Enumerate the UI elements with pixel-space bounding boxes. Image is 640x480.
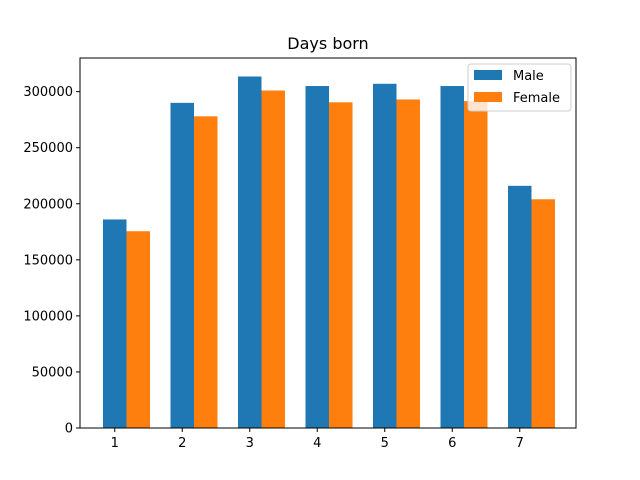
y-tick-label-250000: 250000: [23, 141, 73, 156]
x-axis: 1 2 3 4 5 6 7: [111, 428, 524, 451]
bar-female-7: [531, 199, 555, 428]
bars-group: [103, 76, 555, 429]
legend-label-male: Male: [513, 69, 544, 84]
bar-female-4: [329, 102, 353, 429]
x-tick-label-2: 2: [178, 436, 186, 451]
x-tick-label-4: 4: [313, 436, 321, 451]
bar-male-5: [373, 83, 397, 429]
y-tick-label-300000: 300000: [23, 85, 73, 100]
plot-frame: [79, 57, 577, 429]
bar-female-6: [464, 101, 488, 429]
y-axis: 0 50000 100000 150000 200000 250000 300000: [23, 85, 80, 437]
bar-male-4: [305, 86, 329, 428]
bar-male-7: [508, 185, 532, 428]
x-tick-label-3: 3: [246, 436, 254, 451]
bar-male-6: [440, 86, 464, 428]
y-tick-label-0: 0: [65, 422, 73, 437]
bar-female-1: [126, 231, 150, 428]
x-tick-label-7: 7: [516, 436, 524, 451]
bar-female-5: [396, 99, 420, 428]
bar-male-2: [170, 102, 194, 429]
legend-swatch-male: [474, 70, 502, 80]
legend-label-female: Female: [513, 91, 560, 106]
legend: Male Female: [467, 63, 572, 112]
bar-female-2: [194, 116, 218, 428]
bar-male-1: [103, 219, 127, 428]
x-tick-label-1: 1: [111, 436, 119, 451]
chart-title: Days born: [287, 34, 368, 53]
y-tick-label-50000: 50000: [32, 365, 73, 380]
x-tick-label-5: 5: [381, 436, 389, 451]
bar-male-3: [238, 76, 262, 428]
legend-swatch-female: [474, 92, 502, 102]
y-tick-label-200000: 200000: [23, 197, 73, 212]
y-tick-label-150000: 150000: [23, 253, 73, 268]
x-tick-label-6: 6: [448, 436, 456, 451]
bar-female-3: [261, 90, 285, 429]
y-tick-label-100000: 100000: [23, 309, 73, 324]
